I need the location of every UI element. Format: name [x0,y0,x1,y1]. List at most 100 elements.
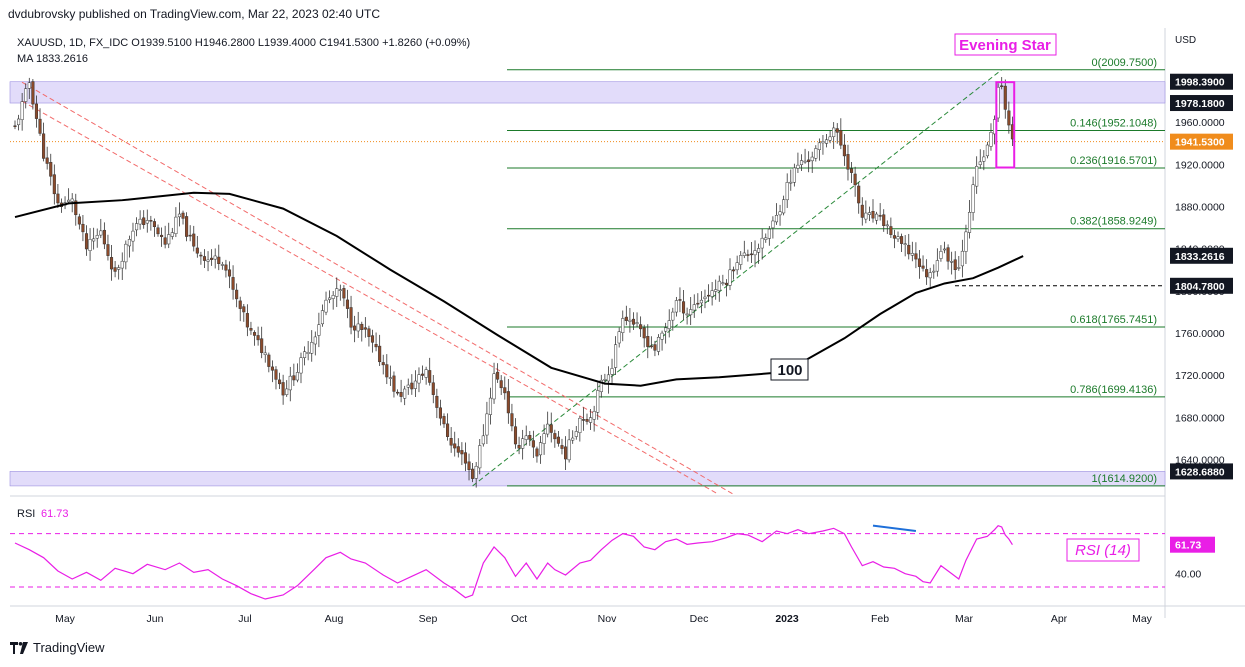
footer-brand[interactable]: TradingView [10,640,105,655]
candle-up [403,388,407,399]
candle-down [195,247,199,254]
candle-down [102,229,106,245]
candle-down [56,193,60,204]
candle-down [892,235,897,239]
candle-down [42,133,46,159]
rsi-legend-label: RSI [17,508,35,520]
candle-up [306,352,310,354]
candle-down [385,364,389,378]
candle-up [571,437,575,441]
candle-up [910,253,914,256]
candle-up [703,296,707,299]
candle-up [710,290,714,297]
candle-up [832,127,836,137]
candle-down [503,387,507,394]
candle-down [202,256,207,261]
candle-up [335,288,339,297]
candle-up [592,411,596,420]
candle-down [446,423,450,437]
time-tick-label: 2023 [775,613,799,625]
candle-up [824,139,829,144]
candle-down [456,446,460,453]
price-axis-label: 1998.3900 [1175,77,1225,89]
evening-star-box [995,81,1016,169]
candle-down [917,258,922,267]
candle-up [689,309,693,316]
candle-up [803,160,807,163]
candle-down [746,254,750,256]
tradingview-logo-icon [10,641,28,654]
price-chart[interactable]: USD 0(2009.7500) 0.146(1952.1048) 0.236(191… [0,28,1245,635]
candle-down [52,174,56,195]
candle-up [935,260,939,272]
time-tick-label: May [55,613,76,625]
candle-up [606,374,611,382]
time-tick-label: Sep [419,613,438,625]
candle-up [288,375,292,391]
candle-down [732,269,736,272]
candle-up [92,238,96,242]
candle-down [642,327,646,339]
candle-up [313,336,317,345]
candle-up [785,182,789,201]
candle-up [939,251,943,259]
candle-up [975,166,979,187]
chart-container[interactable]: USD 0(2009.7500) 0.146(1952.1048) 0.236(191… [0,28,1245,640]
candle-up [885,224,889,227]
candle-up [714,289,718,292]
candle-down [81,223,85,233]
rsi-line [14,524,1013,600]
rsi-legend-value: 61.73 [41,508,69,520]
candle-down [238,300,242,309]
candle-up [828,136,832,141]
candle-down [242,306,246,313]
candle-down [549,424,553,433]
candle-down [1007,110,1011,126]
candle-up [621,318,625,333]
candle-down [871,211,875,219]
candle-up [299,357,303,374]
candle-up [721,282,725,284]
time-tick-label: Oct [511,613,527,625]
price-tick-label: 1920.0000 [1175,159,1225,171]
candle-down [185,216,189,237]
fib-label-0: 0(2009.7500) [1092,57,1157,69]
candle-up [767,228,771,239]
candle-up [603,379,607,381]
candle-up [810,156,814,162]
candle-down [353,325,357,331]
candle-up [263,352,267,355]
candle-up [320,310,324,325]
candle-down [252,332,257,336]
candle-up [617,331,621,344]
time-tick-label: Jul [238,613,251,625]
price-tick-label: 1680.0000 [1175,412,1225,424]
candle-up [699,299,703,304]
candle-up [295,372,299,381]
candle-down [946,247,950,262]
candle-down [77,216,81,225]
candle-up [99,230,103,236]
candle-up [67,199,71,203]
candle-up [671,311,675,321]
candle-up [789,181,793,184]
candle-down [535,448,539,457]
candle-down [399,392,403,397]
price-axis-label-box [1170,73,1233,90]
candle-up [742,252,746,256]
price-axis-label: 1833.2616 [1175,251,1225,263]
price-axis-label-box [1170,133,1233,150]
evening-star-label-box [954,33,1057,56]
candle-down [510,413,514,427]
candle-down [149,220,153,222]
candle-up [542,433,546,444]
candle-down [210,257,214,260]
candle-down [142,217,146,225]
candle-up [206,259,210,262]
candle-down [270,366,274,371]
candle-down [707,294,711,297]
candle-down [235,289,239,300]
time-tick-label: Apr [1051,613,1068,625]
candle-up [317,324,321,336]
candle-down [560,445,564,449]
